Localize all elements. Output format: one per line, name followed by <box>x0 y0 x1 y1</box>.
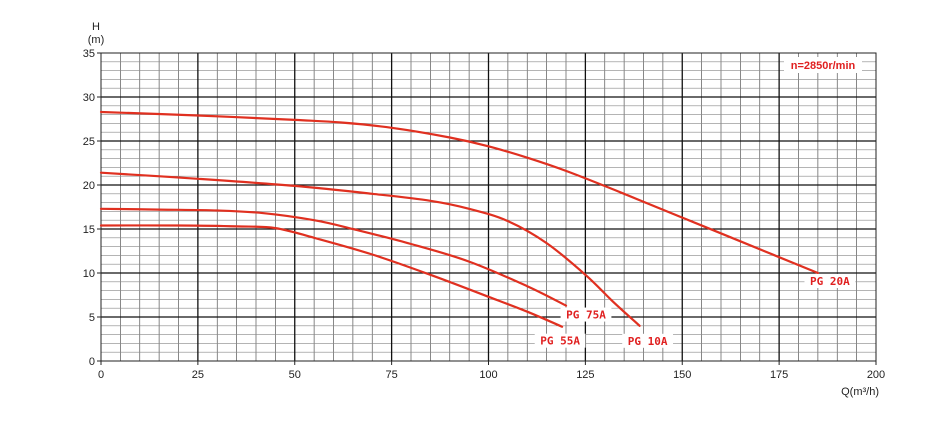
series-lines <box>99 110 819 328</box>
series-labels: PG 20A PG 10A PG 75A PG 55A <box>534 274 856 348</box>
y-axis-unit: (m) <box>88 34 105 46</box>
series-label-pg-20a: PG 20A <box>810 275 850 288</box>
x-axis-title: Q(m³/h) <box>841 386 879 398</box>
x-tick-label: 75 <box>386 369 398 381</box>
x-tick-label: 125 <box>576 369 594 381</box>
y-tick-label: 30 <box>83 92 95 104</box>
y-tick-label: 20 <box>83 180 95 192</box>
series-line-pg-10a <box>99 171 641 327</box>
y-tick-label: 5 <box>89 312 95 324</box>
x-tick-label: 150 <box>673 369 691 381</box>
x-tick-label: 50 <box>289 369 301 381</box>
y-tick-label: 35 <box>83 48 95 60</box>
x-tick-label: 25 <box>192 369 204 381</box>
y-tick-label: 0 <box>89 356 95 368</box>
x-axis-ticks: 0 25 50 75 100 125 150 175 200 <box>98 361 885 381</box>
series-line-pg-20a <box>99 110 819 275</box>
y-axis-ticks: 0 5 10 15 20 25 30 35 <box>83 48 101 368</box>
x-tick-label: 0 <box>98 369 104 381</box>
series-line-pg-55a <box>99 224 564 328</box>
series-label-background <box>804 274 856 288</box>
y-tick-label: 15 <box>83 224 95 236</box>
x-tick-label: 175 <box>770 369 788 381</box>
series-line-pg-75a <box>99 207 568 307</box>
series-label-background <box>560 307 612 322</box>
x-tick-label: 100 <box>479 369 497 381</box>
series-label-pg-55a: PG 55A <box>540 335 580 348</box>
x-tick-label: 200 <box>867 369 885 381</box>
speed-annotation: n=2850r/min <box>784 57 862 73</box>
series-label-background <box>534 333 586 348</box>
speed-annotation-text: n=2850r/min <box>791 60 856 72</box>
series-label-background <box>622 333 674 348</box>
series-label-pg-10a: PG 10A <box>628 335 668 348</box>
y-tick-label: 10 <box>83 268 95 280</box>
y-axis-title: H <box>92 21 100 33</box>
y-tick-label: 25 <box>83 136 95 148</box>
series-label-pg-75a: PG 75A <box>566 309 606 322</box>
